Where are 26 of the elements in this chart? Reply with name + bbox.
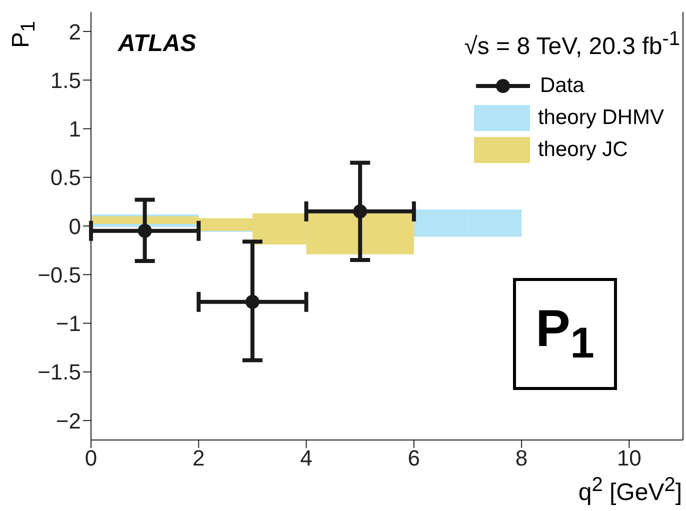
point bbox=[138, 224, 152, 238]
legend-label: theory JC bbox=[538, 138, 628, 162]
x-tick-label: 8 bbox=[515, 446, 528, 471]
y-tick-label: −1 bbox=[56, 311, 81, 336]
y-tick-label: −2 bbox=[56, 408, 81, 434]
y-tick-label: 2 bbox=[68, 19, 81, 44]
bar bbox=[91, 216, 145, 224]
x-axis-title: q$^{2}$ [GeV$^{2}$] bbox=[578, 474, 682, 507]
y-tick-label: 0 bbox=[68, 214, 81, 239]
x-tick-label: 2 bbox=[192, 446, 205, 471]
y-tick-label: 1.5 bbox=[50, 68, 81, 93]
y-tick-label: 1 bbox=[68, 116, 81, 142]
point bbox=[245, 294, 260, 309]
y-tick-label: −1.5 bbox=[38, 360, 81, 385]
legend-label: Data bbox=[540, 74, 584, 98]
annotation: ATLAS bbox=[118, 30, 196, 57]
x-tick-label: 0 bbox=[84, 446, 98, 471]
x-tick-label: 6 bbox=[408, 446, 420, 471]
legend-label: theory DHMV bbox=[538, 106, 664, 130]
x-tick-label: 10 bbox=[616, 446, 642, 471]
annotation: √s = 8 TeV, 20.3 fb$^{-1}$ bbox=[464, 28, 680, 60]
point bbox=[353, 204, 368, 218]
x-tick-label: 4 bbox=[300, 446, 312, 471]
y-tick-label: 0.5 bbox=[50, 165, 81, 190]
y-tick-label: −0.5 bbox=[38, 262, 81, 288]
annotation: P$_{1}$ bbox=[536, 299, 594, 369]
